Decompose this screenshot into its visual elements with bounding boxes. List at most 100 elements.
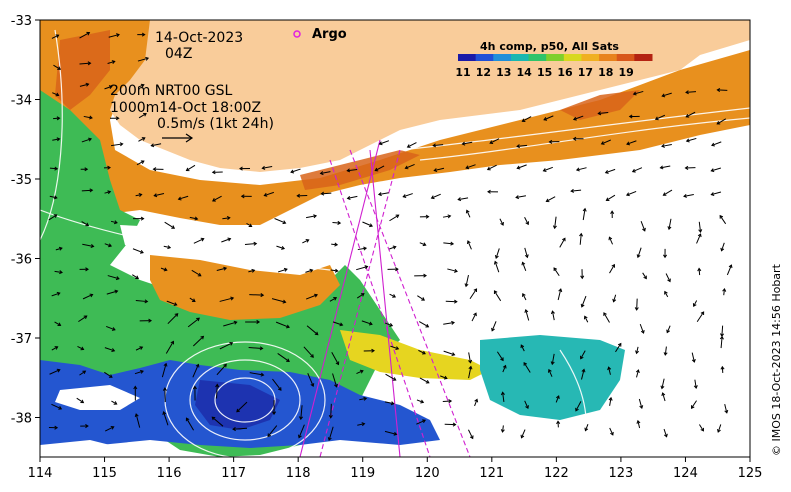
velocity-arrow: [139, 318, 153, 323]
velocity-arrow: [267, 425, 278, 438]
velocity-arrow: [494, 248, 500, 259]
velocity-arrow: [261, 165, 273, 170]
velocity-arrow: [79, 31, 91, 39]
argo-label: Argo: [312, 27, 347, 42]
velocity-arrow: [698, 221, 703, 233]
velocity-arrow: [468, 365, 473, 379]
velocity-arrow: [330, 268, 339, 273]
velocity-arrow: [716, 87, 728, 93]
velocity-arrow: [49, 166, 59, 171]
velocity-vectors: [48, 31, 733, 442]
velocity-arrow: [487, 189, 498, 194]
velocity-arrow: [696, 233, 702, 244]
velocity-arrow: [49, 195, 58, 200]
velocity-arrow: [724, 404, 729, 414]
velocity-arrow: [605, 194, 616, 201]
velocity-arrow: [493, 290, 502, 302]
velocity-arrow: [138, 112, 147, 119]
velocity-arrow: [683, 193, 694, 198]
velocity-arrow: [81, 137, 93, 143]
y-tick-label: -37: [11, 332, 32, 347]
velocity-arrow: [55, 246, 63, 251]
colorbar-swatch: [475, 54, 494, 61]
colorbar-swatch: [528, 54, 547, 61]
velocity-arrow: [626, 140, 637, 146]
colorbar-swatch: [510, 54, 530, 61]
velocity-arrow: [245, 319, 261, 324]
velocity-arrow: [319, 171, 331, 176]
velocity-arrow: [697, 267, 702, 276]
velocity-arrow: [249, 293, 265, 298]
velocity-arrow: [166, 300, 178, 307]
velocity-arrow: [79, 370, 87, 376]
velocity-arrow: [357, 422, 366, 427]
velocity-arrow: [419, 242, 427, 247]
colorbar-tick-label: 18: [598, 66, 613, 79]
velocity-arrow: [192, 335, 205, 347]
velocity-arrow: [356, 293, 365, 299]
velocity-arrow: [418, 349, 426, 355]
velocity-arrow: [53, 64, 62, 70]
velocity-arrow: [277, 352, 290, 362]
velocity-arrow: [556, 420, 561, 428]
velocity-arrow: [634, 298, 639, 311]
velocity-arrow: [520, 429, 526, 439]
velocity-arrow: [305, 293, 318, 300]
credit-label: © IMOS 18-Oct-2023 14:56 Hobart: [770, 263, 783, 456]
velocity-arrow: [444, 422, 457, 427]
velocity-arrow: [550, 353, 555, 366]
velocity-arrow: [685, 90, 697, 95]
velocity-arrow: [430, 193, 441, 200]
contour-lines: [40, 29, 750, 457]
velocity-arrow: [628, 114, 640, 119]
velocity-arrow: [610, 210, 615, 218]
velocity-arrow: [263, 191, 274, 197]
velocity-arrow: [685, 137, 697, 143]
velocity-arrow: [389, 245, 397, 250]
velocity-arrow: [654, 114, 666, 121]
velocity-arrow: [389, 214, 400, 222]
velocity-arrow: [192, 385, 197, 401]
velocity-arrow: [216, 363, 227, 376]
velocity-arrow: [608, 396, 613, 406]
velocity-arrow: [693, 379, 698, 390]
velocity-arrow: [249, 372, 265, 377]
sst-yellow-band: [340, 330, 490, 380]
velocity-arrow: [107, 60, 116, 65]
velocity-arrow: [468, 352, 473, 364]
velocity-arrow: [135, 299, 149, 304]
time-label: 04Z: [165, 46, 192, 62]
velocity-arrow: [138, 83, 145, 88]
velocity-arrow: [363, 348, 375, 353]
velocity-arrow: [244, 241, 258, 246]
velocity-arrow: [356, 265, 369, 271]
velocity-arrow: [390, 345, 400, 351]
velocity-arrow: [277, 267, 288, 273]
y-tick-label: -35: [11, 173, 32, 188]
velocity-arrow: [625, 190, 637, 197]
velocity-arrow: [223, 320, 238, 327]
velocity-arrow: [597, 111, 609, 116]
velocity-arrow: [520, 344, 525, 352]
velocity-arrow: [402, 193, 413, 198]
velocity-arrow: [698, 424, 704, 432]
velocity-arrow: [236, 401, 248, 413]
velocity-arrow: [80, 167, 89, 172]
velocity-arrow: [104, 190, 112, 195]
velocity-arrow: [524, 400, 529, 410]
velocity-arrow: [163, 245, 172, 250]
velocity-arrow: [248, 346, 264, 351]
velocity-arrow: [104, 85, 113, 90]
velocity-arrow: [432, 143, 444, 148]
y-axis: -33 -34 -35 -36 -37 -38: [11, 14, 40, 427]
velocity-arrow: [135, 192, 143, 197]
velocity-arrow: [54, 270, 63, 275]
velocity-arrow: [575, 167, 587, 172]
velocity-arrow: [167, 313, 179, 325]
velocity-arrow: [384, 322, 394, 327]
velocity-arrow: [165, 340, 175, 354]
velocity-arrow: [211, 416, 224, 427]
vector-scale-arrow: [162, 133, 194, 143]
velocity-arrow: [580, 269, 585, 280]
